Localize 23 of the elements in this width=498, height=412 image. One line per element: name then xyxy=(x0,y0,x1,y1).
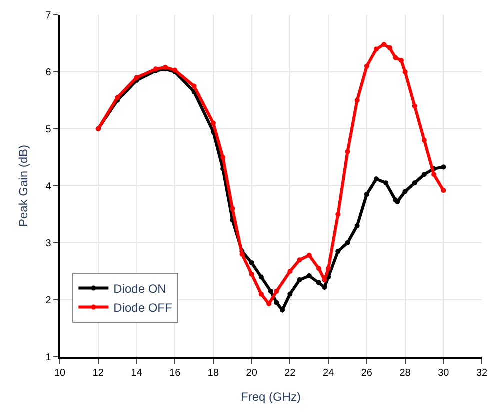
x-tick-label: 18 xyxy=(208,368,220,379)
x-tick-label: 24 xyxy=(322,368,335,379)
x-tick-label: 22 xyxy=(284,368,296,379)
y-tick-label: 1 xyxy=(46,352,52,364)
y-tick-label: 7 xyxy=(46,10,52,22)
y-tick-label: 3 xyxy=(46,238,52,250)
y-axis-title: Peak Gain (dB) xyxy=(16,144,30,228)
x-tick-label: 32 xyxy=(476,368,488,379)
y-tick-label: 5 xyxy=(46,124,52,136)
x-tick-label: 20 xyxy=(246,368,258,379)
x-tick-label: 14 xyxy=(131,368,143,379)
x-tick-label: 10 xyxy=(54,368,66,379)
x-tick-label: 16 xyxy=(170,368,182,379)
x-tick-label: 30 xyxy=(438,368,450,379)
x-tick-label: 26 xyxy=(361,368,373,379)
x-tick-label: 12 xyxy=(92,368,104,379)
legend-label: Diode OFF xyxy=(114,300,172,315)
legend-label: Diode ON xyxy=(114,282,166,296)
y-tick-label: 6 xyxy=(46,68,52,78)
x-axis-title: Freq (GHz) xyxy=(241,390,302,404)
y-tick-label: 4 xyxy=(46,182,52,192)
x-tick-label: 28 xyxy=(400,368,412,379)
y-tick-label: 2 xyxy=(46,296,52,306)
